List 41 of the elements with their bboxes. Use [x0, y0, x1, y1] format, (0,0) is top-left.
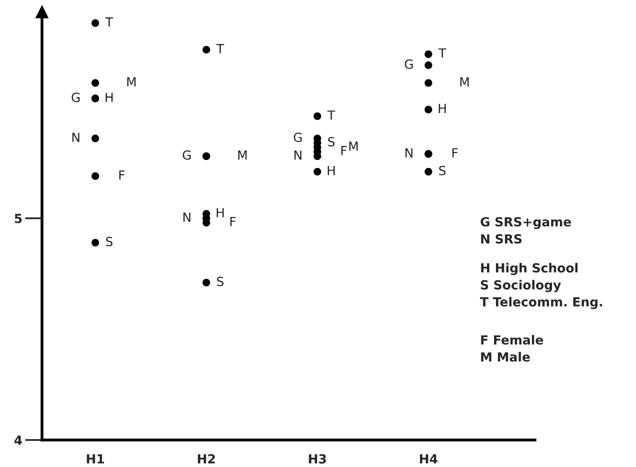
text: M — [127, 77, 136, 86]
annotation: S Sociology — [480, 280, 561, 292]
y-tick-label: 4 — [14, 436, 22, 445]
text: F — [452, 148, 458, 158]
series-label: G — [404, 59, 413, 69]
text: M — [238, 150, 247, 160]
text: N — [294, 150, 302, 160]
text: H — [216, 208, 224, 218]
text: S — [217, 276, 224, 286]
annotation: N SRS — [481, 234, 522, 244]
text: N — [183, 212, 190, 222]
annotation: T Telecomm. Eng. — [480, 296, 602, 310]
text: N — [72, 132, 80, 142]
series-label: T — [438, 48, 446, 58]
text: F — [119, 170, 125, 180]
x-tick-label: H2 — [198, 454, 215, 464]
series-label: H — [328, 166, 335, 176]
annotation: H High School — [481, 262, 578, 276]
annotation: M Male — [481, 352, 530, 362]
y-tick-label: 5 — [14, 214, 22, 224]
text: G — [182, 150, 191, 160]
annotation: F Female — [481, 334, 544, 345]
text: F — [230, 217, 236, 226]
x-tick-label: H4 — [420, 454, 438, 464]
text: T — [216, 44, 224, 54]
series-label: N — [406, 148, 412, 158]
text: H — [438, 104, 446, 114]
series-label: F — [341, 146, 347, 156]
x-tick-label: H3 — [308, 454, 326, 464]
annotation: G SRS+game — [480, 217, 571, 230]
text: S — [106, 236, 112, 246]
text: T — [105, 17, 114, 27]
series-label: S — [328, 137, 335, 146]
text: M — [349, 142, 358, 151]
text: H — [106, 92, 113, 102]
x-tick-label: H1 — [86, 454, 104, 464]
text: T — [327, 110, 336, 120]
text: S — [439, 166, 446, 176]
text: G — [294, 132, 302, 142]
text: G — [72, 92, 80, 102]
text: M — [460, 77, 469, 86]
